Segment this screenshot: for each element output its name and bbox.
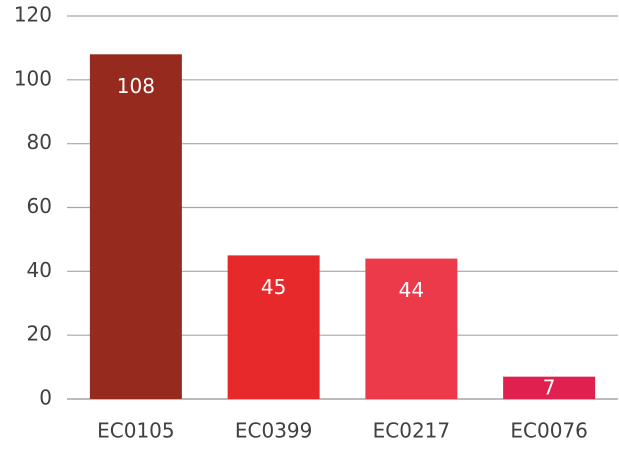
y-tick-label-40: 40	[27, 258, 52, 282]
y-tick-label-20: 20	[27, 322, 52, 346]
x-tick-label-ec0399: EC0399	[235, 419, 313, 443]
y-tick-label-0: 0	[39, 386, 52, 410]
bar-value-labels: 108 45 44 7	[117, 74, 556, 400]
y-axis-tick-labels: 0 20 40 60 80 100 120	[14, 3, 52, 410]
x-tick-label-ec0105: EC0105	[97, 419, 175, 443]
y-tick-label-60: 60	[27, 194, 52, 218]
x-axis-tick-labels: EC0105 EC0399 EC0217 EC0076	[97, 419, 588, 443]
bar-value-label-ec0076: 7	[543, 375, 556, 399]
y-tick-label-80: 80	[27, 130, 52, 154]
x-tick-label-ec0217: EC0217	[373, 419, 451, 443]
bar-ec0105	[89, 54, 182, 400]
bar-value-label-ec0105: 108	[117, 74, 155, 98]
y-tick-label-100: 100	[14, 66, 52, 90]
bar-value-label-ec0399: 45	[261, 275, 286, 299]
x-tick-label-ec0076: EC0076	[510, 419, 588, 443]
bar-ec0217	[365, 258, 458, 399]
bar-ec0076	[503, 376, 596, 399]
bar-value-label-ec0217: 44	[399, 278, 424, 302]
bar-ec0399	[227, 255, 320, 399]
y-tick-label-120: 120	[14, 3, 52, 27]
bars	[89, 54, 596, 400]
